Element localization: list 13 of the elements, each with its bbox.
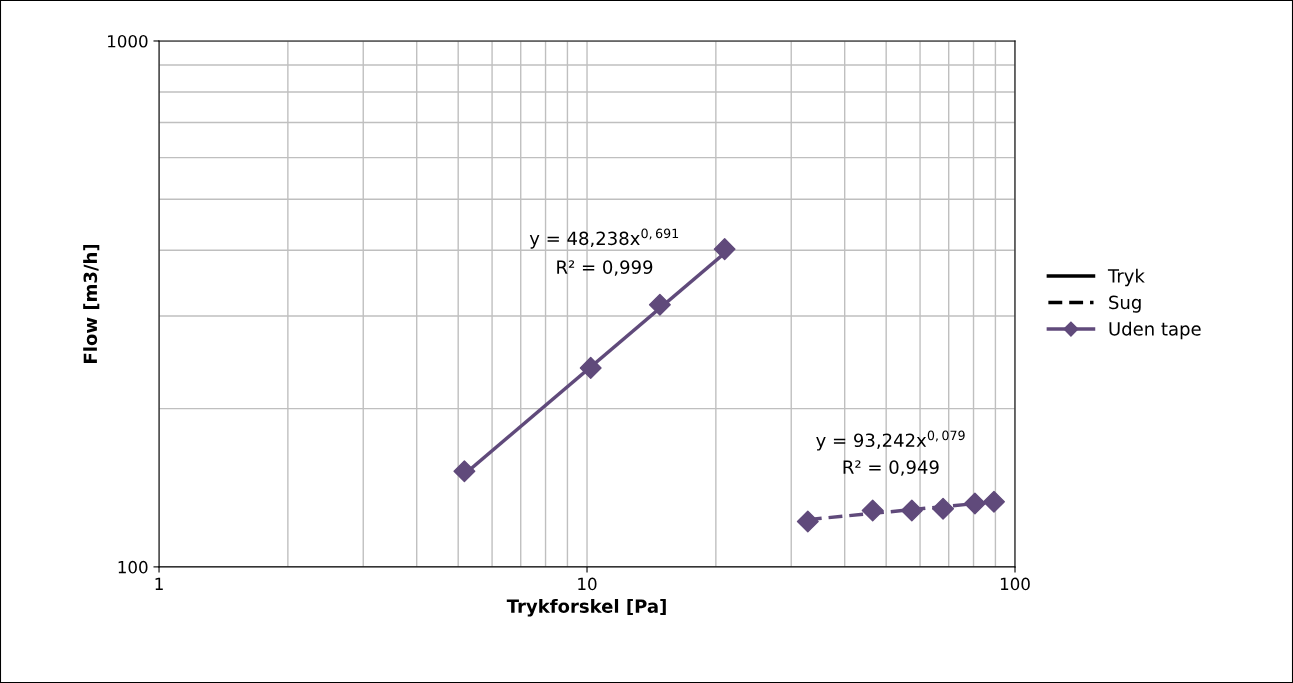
legend-label: Tryk [1107, 268, 1145, 287]
annotation: y = 93,242x$^{0,079}$ [816, 430, 965, 451]
legend-label: Uden tape [1109, 321, 1201, 340]
annotation: y = 48,238x$^{0,691}$ [529, 228, 679, 249]
y-tick-label: 1000 [108, 34, 148, 48]
annotation: R² = 0,949 [843, 460, 939, 476]
legend-label: Sug [1109, 295, 1141, 313]
x-tick-label: 10 [578, 577, 597, 591]
annotation: R² = 0,999 [557, 260, 653, 276]
x-tick-label: 1 [155, 577, 163, 590]
x-axis-title: Trykforskel [Pa] [506, 598, 666, 617]
x-tick-label: 100 [1000, 577, 1030, 591]
y-axis-title: Flow [m3/h] [83, 244, 100, 363]
